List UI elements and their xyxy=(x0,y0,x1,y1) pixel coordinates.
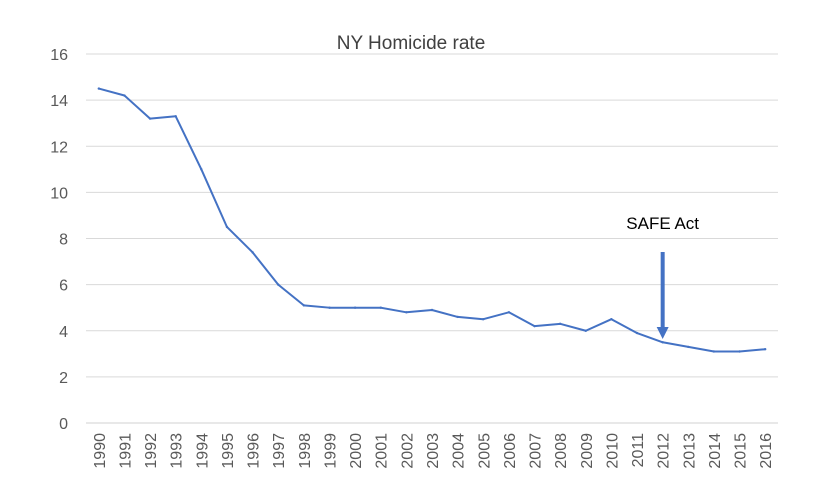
x-tick-label: 2003 xyxy=(425,433,442,469)
y-axis-ticks: 0 2 4 6 8 10 12 14 16 xyxy=(50,47,68,433)
x-tick-label: 2012 xyxy=(656,433,673,469)
data-point-1991 xyxy=(123,94,126,97)
annotation-label: SAFE Act xyxy=(626,214,699,233)
x-tick-label: 2002 xyxy=(399,433,416,469)
data-point-2000 xyxy=(353,306,357,309)
x-tick-label: 2015 xyxy=(733,433,750,469)
gridlines xyxy=(86,53,778,424)
x-tick-label: 1994 xyxy=(194,433,211,469)
y-tick-label: 12 xyxy=(50,139,68,156)
data-point-1996 xyxy=(251,251,254,254)
x-tick-label: 2004 xyxy=(451,433,468,469)
x-tick-label: 2005 xyxy=(476,433,493,469)
data-point-1999 xyxy=(328,306,331,309)
x-tick-label: 2009 xyxy=(579,433,596,469)
x-tick-label: 2001 xyxy=(374,433,391,469)
x-axis-ticks: 1990 1991 1992 1993 1994 1995 1996 1997 1998 1999… xyxy=(92,433,775,469)
y-tick-label: 10 xyxy=(50,185,68,202)
x-tick-label: 2007 xyxy=(528,433,545,469)
y-tick-label: 16 xyxy=(50,47,68,64)
data-point-1992 xyxy=(148,117,152,120)
data-point-1998 xyxy=(302,304,306,307)
y-tick-label: 8 xyxy=(59,232,68,249)
data-point-2007 xyxy=(533,324,536,328)
x-tick-label: 2006 xyxy=(502,433,519,469)
series-group xyxy=(97,87,767,353)
x-tick-label: 1998 xyxy=(297,433,314,469)
data-point-1995 xyxy=(225,225,229,229)
x-tick-label: 2010 xyxy=(604,433,621,469)
y-tick-label: 2 xyxy=(59,370,68,387)
data-point-1990 xyxy=(97,87,101,90)
data-point-2003 xyxy=(430,308,434,312)
x-tick-label: 2016 xyxy=(758,433,775,469)
x-tick-label: 1997 xyxy=(271,433,288,469)
data-point-2001 xyxy=(379,306,382,309)
y-tick-label: 14 xyxy=(50,93,68,110)
y-tick-label: 6 xyxy=(59,278,68,295)
data-point-2006 xyxy=(507,311,511,314)
data-point-2011 xyxy=(635,331,639,335)
x-tick-label: 2000 xyxy=(348,433,365,469)
data-point-1994 xyxy=(200,168,203,171)
x-tick-label: 1999 xyxy=(322,433,339,469)
annotation-arrow-head xyxy=(656,327,669,339)
data-point-2015 xyxy=(738,350,741,353)
data-point-1993 xyxy=(174,115,177,118)
data-point-2014 xyxy=(712,350,716,353)
x-tick-label: 1992 xyxy=(143,433,160,469)
data-point-2004 xyxy=(456,315,459,319)
data-point-2016 xyxy=(763,348,767,351)
x-tick-label: 1991 xyxy=(117,433,134,469)
x-tick-label: 2014 xyxy=(707,433,724,469)
data-point-2012 xyxy=(661,341,664,344)
data-point-2013 xyxy=(687,345,690,349)
y-tick-label: 0 xyxy=(59,416,68,433)
data-point-2010 xyxy=(610,318,613,321)
x-tick-label: 1990 xyxy=(92,433,109,469)
x-tick-label: 2008 xyxy=(553,433,570,469)
x-tick-label: 1993 xyxy=(169,433,186,469)
data-point-2009 xyxy=(584,329,587,332)
data-point-2008 xyxy=(558,322,562,326)
chart-title: NY Homicide rate xyxy=(337,33,486,54)
data-point-2005 xyxy=(482,318,485,321)
data-point-1997 xyxy=(277,283,280,286)
annotation-group: SAFE Act xyxy=(626,214,699,339)
y-tick-label: 4 xyxy=(59,324,68,341)
x-tick-label: 1996 xyxy=(246,433,263,469)
x-tick-label: 2011 xyxy=(630,433,647,468)
x-tick-label: 2013 xyxy=(681,433,698,469)
data-point-2002 xyxy=(405,311,408,314)
x-tick-label: 1995 xyxy=(220,433,237,469)
